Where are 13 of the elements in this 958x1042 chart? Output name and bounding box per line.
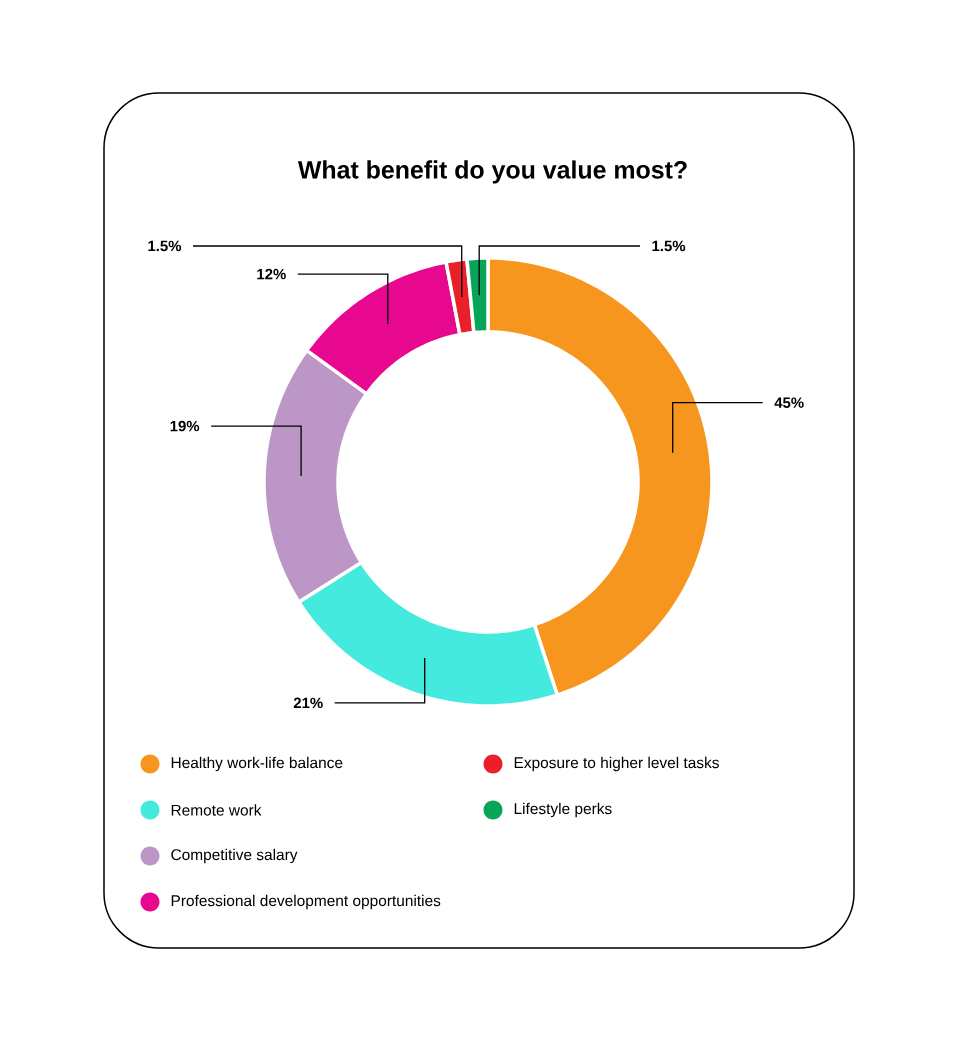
data-label: 21% [293,697,323,709]
data-label: 12% [257,268,286,280]
data-label: 19% [170,420,200,432]
chart-title: What benefit do you value most? [297,160,687,184]
legend-label: Remote work [171,804,262,816]
data-label: 1.5% [652,240,686,252]
legend-label: Lifestyle perks [514,802,612,818]
legend-label: Exposure to higher level tasks [514,756,719,772]
legend-label: Professional development opportunities [171,894,441,910]
data-label: 45% [774,397,804,408]
legend-label: Healthy work-life balance [171,756,343,772]
legend-label: Competitive salary [171,848,298,864]
data-label: 1.5% [148,240,182,252]
